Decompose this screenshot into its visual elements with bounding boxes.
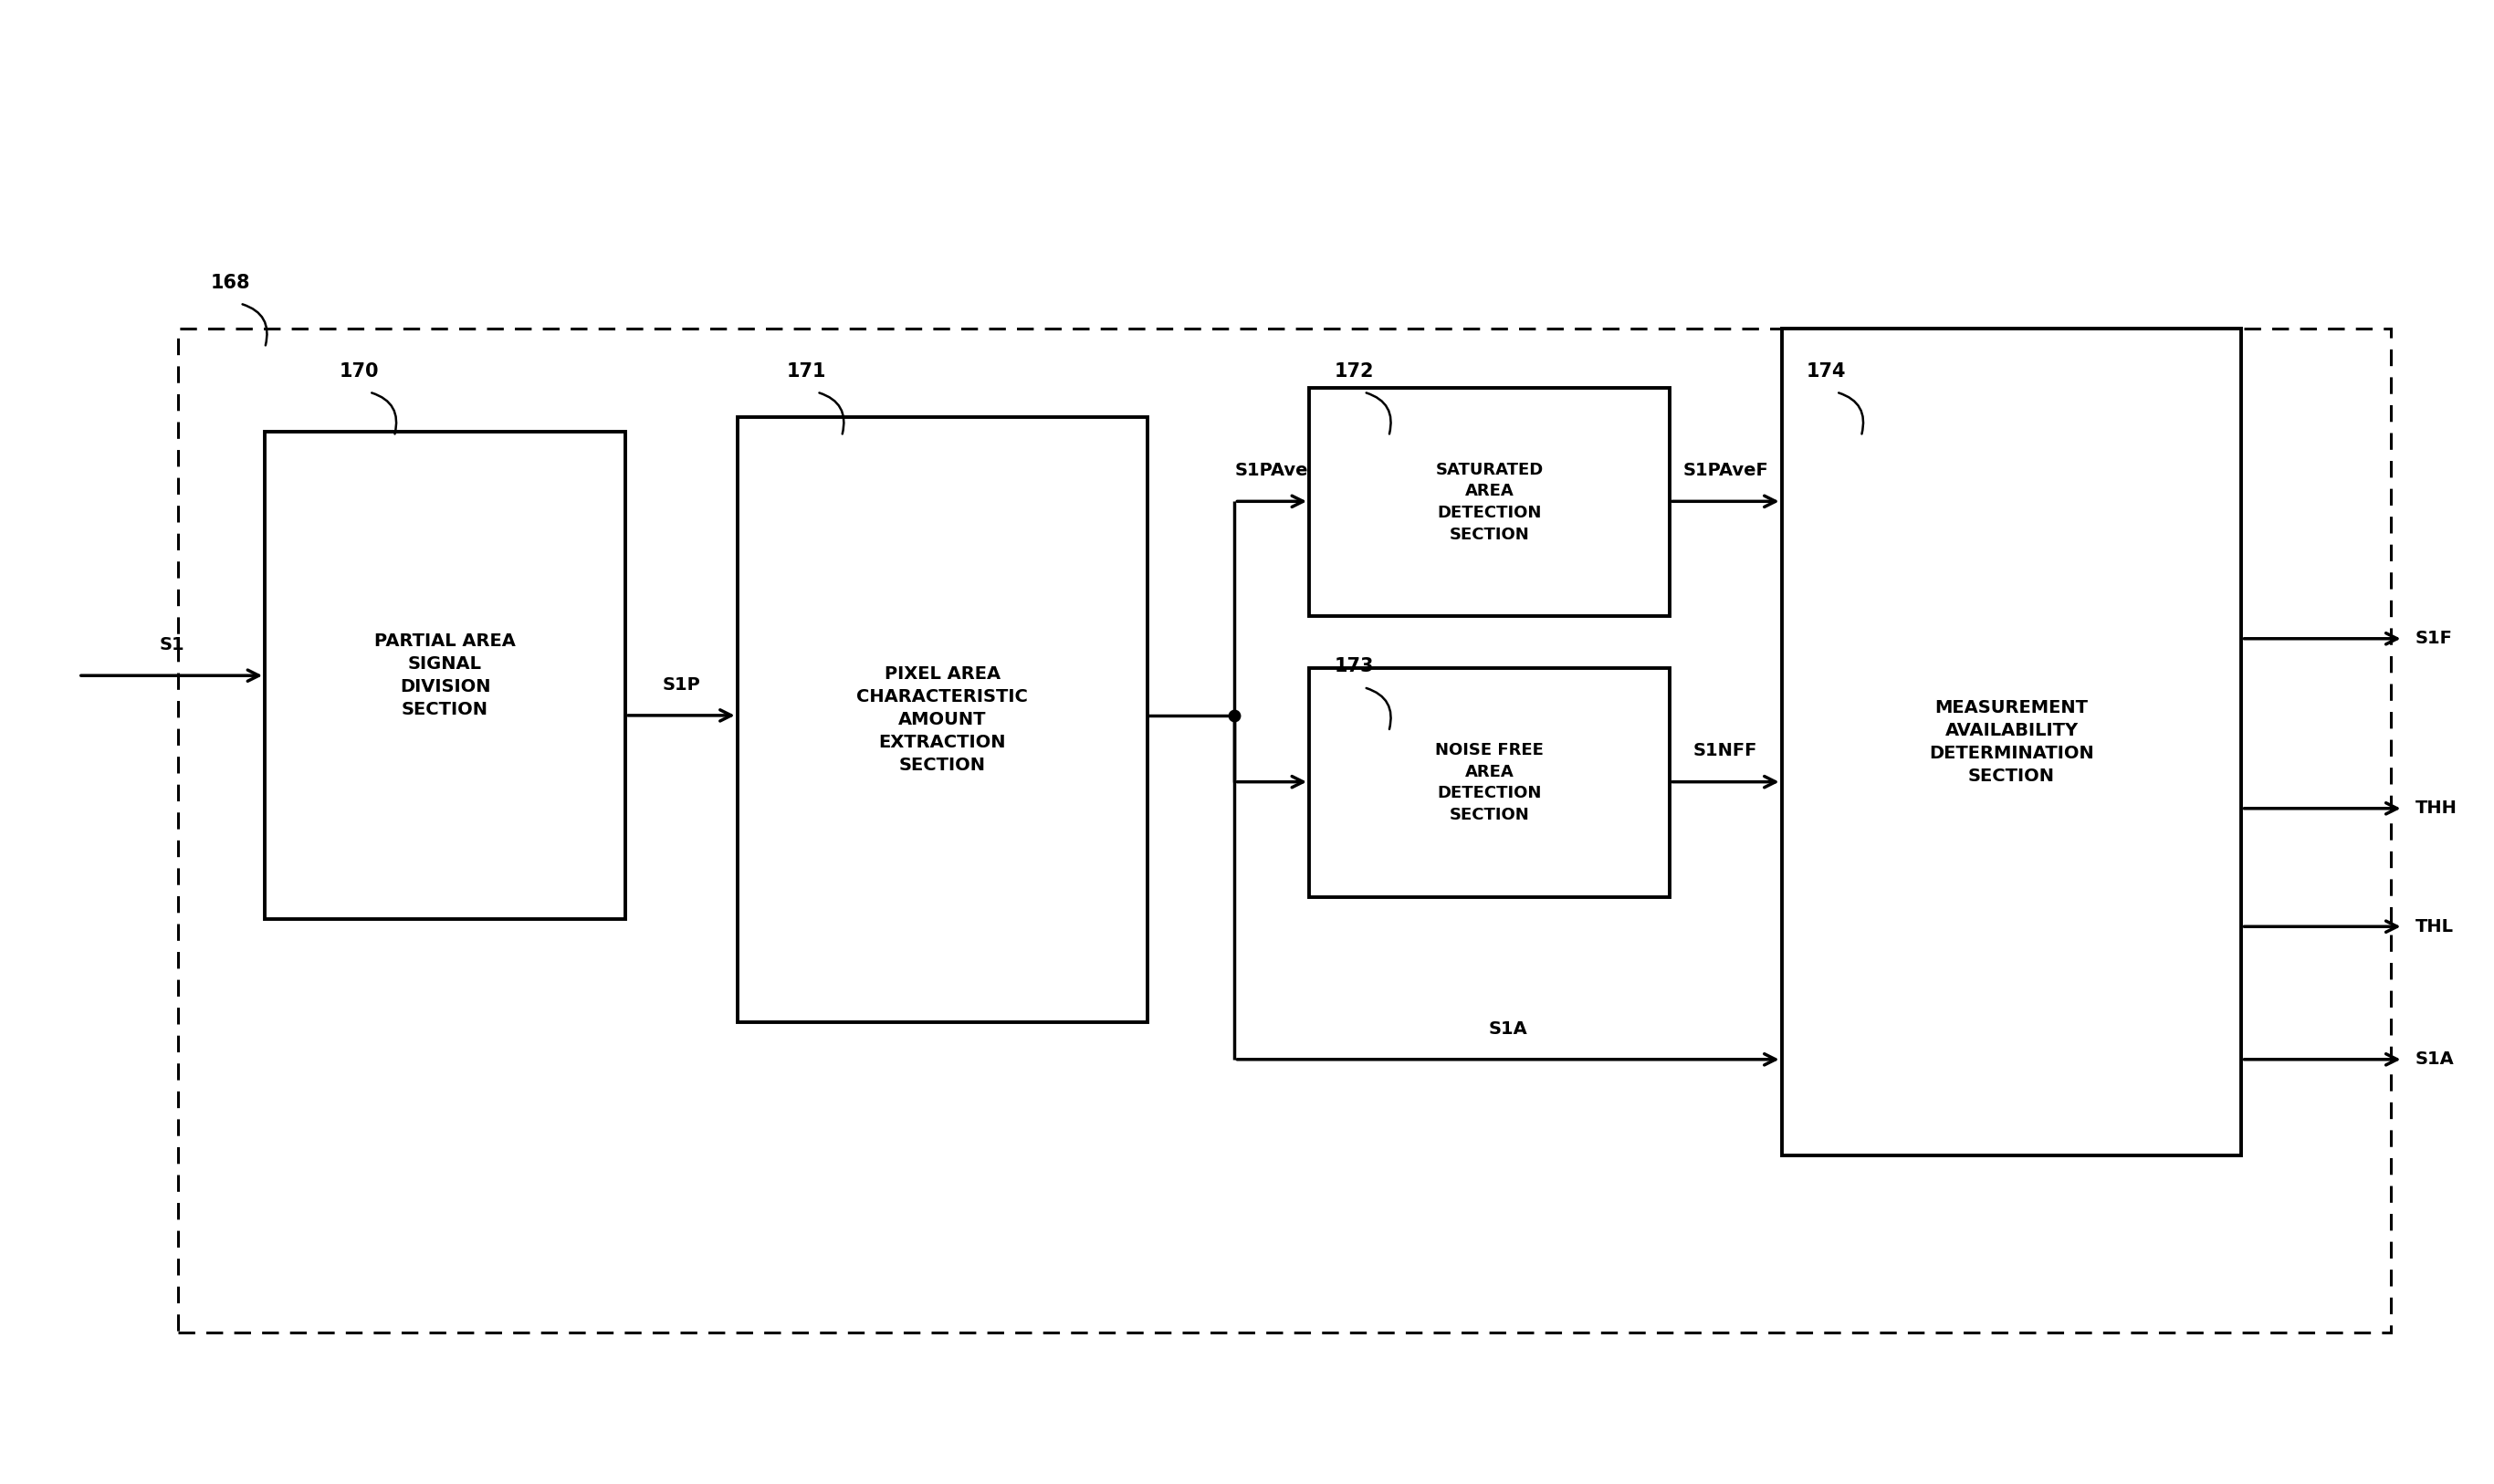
FancyArrowPatch shape: [242, 304, 267, 346]
Bar: [177, 328, 2392, 1333]
Text: S1NFF: S1NFF: [1693, 742, 1758, 760]
Text: 171: 171: [788, 362, 826, 380]
Text: NOISE FREE
AREA
DETECTION
SECTION: NOISE FREE AREA DETECTION SECTION: [1434, 742, 1544, 824]
Text: S1F: S1F: [2417, 631, 2454, 647]
FancyArrowPatch shape: [821, 393, 843, 433]
FancyArrowPatch shape: [1367, 689, 1392, 729]
Text: S1P: S1P: [663, 675, 701, 693]
Text: MEASUREMENT
AVAILABILITY
DETERMINATION
SECTION: MEASUREMENT AVAILABILITY DETERMINATION S…: [1928, 699, 2095, 785]
Bar: [1309, 668, 1668, 896]
Text: 170: 170: [339, 362, 379, 380]
FancyArrowPatch shape: [1838, 393, 1863, 433]
Text: PARTIAL AREA
SIGNAL
DIVISION
SECTION: PARTIAL AREA SIGNAL DIVISION SECTION: [374, 632, 516, 718]
Text: S1: S1: [160, 637, 185, 653]
Text: S1PAve: S1PAve: [1235, 462, 1309, 479]
Text: SATURATED
AREA
DETECTION
SECTION: SATURATED AREA DETECTION SECTION: [1437, 462, 1544, 543]
Text: 174: 174: [1806, 362, 1846, 380]
FancyArrowPatch shape: [1367, 393, 1392, 433]
Text: S1A: S1A: [1489, 1020, 1529, 1037]
Text: THL: THL: [2417, 919, 2454, 935]
Text: 172: 172: [1334, 362, 1374, 380]
Text: 168: 168: [209, 273, 249, 292]
Text: S1A: S1A: [2417, 1051, 2454, 1068]
Text: THH: THH: [2417, 800, 2457, 818]
Bar: [1309, 387, 1668, 616]
FancyArrowPatch shape: [372, 393, 397, 433]
Bar: [1781, 328, 2242, 1156]
Text: 173: 173: [1334, 657, 1374, 675]
Text: PIXEL AREA
CHARACTERISTIC
AMOUNT
EXTRACTION
SECTION: PIXEL AREA CHARACTERISTIC AMOUNT EXTRACT…: [855, 665, 1028, 775]
Bar: [738, 417, 1147, 1022]
Bar: [264, 432, 626, 919]
Text: S1PAveF: S1PAveF: [1683, 462, 1768, 479]
